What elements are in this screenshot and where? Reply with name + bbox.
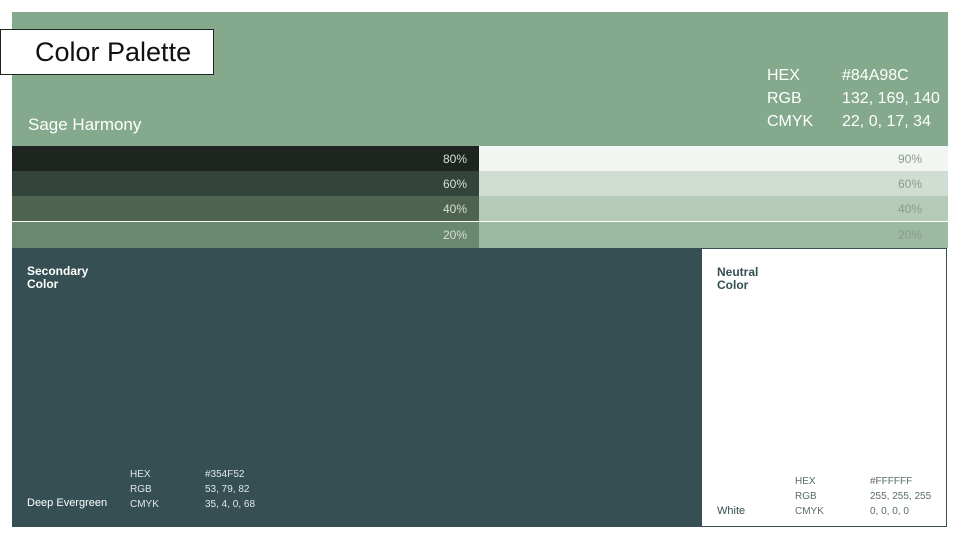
- secondary-cmyk-value: 35, 4, 0, 68: [205, 499, 256, 510]
- shade-swatch-60: 60%: [12, 171, 479, 196]
- page-title-box: Color Palette: [0, 29, 214, 75]
- tint-swatch-40: 40%: [479, 196, 948, 221]
- tint-label: 20%: [897, 228, 922, 242]
- neutral-heading: Neutral Color: [717, 266, 758, 292]
- secondary-heading-line1: Secondary: [27, 264, 89, 278]
- neutral-color-name: White: [717, 505, 746, 517]
- primary-cmyk-value: 22, 0, 17, 34: [842, 113, 931, 130]
- primary-hex-label: HEX: [767, 67, 800, 84]
- tint-label: 40%: [897, 201, 922, 216]
- primary-color-name: Sage Harmony: [28, 115, 142, 134]
- secondary-rgb-value: 53, 79, 82: [205, 484, 250, 495]
- neutral-cmyk-label: CMYK: [795, 506, 824, 517]
- primary-rgb-value: 132, 169, 140: [842, 90, 940, 107]
- neutral-cmyk-value: 0, 0, 0, 0: [870, 506, 909, 517]
- tint-label: 60%: [897, 176, 922, 191]
- tint-swatch-20: 20%: [479, 222, 948, 248]
- shade-swatch-20: 20%: [12, 222, 479, 248]
- neutral-heading-line2: Color: [717, 278, 749, 292]
- neutral-color-specs: HEX #FFFFFF RGB 255, 255, 255 CMYK 0, 0,…: [795, 476, 940, 518]
- primary-color-specs: HEX #84A98C RGB 132, 169, 140 CMYK 22, 0…: [767, 67, 952, 131]
- secondary-heading-line2: Color: [27, 277, 59, 291]
- neutral-heading-line1: Neutral: [717, 265, 759, 279]
- shade-swatch-40: 40%: [12, 196, 479, 221]
- secondary-hex-value: #354F52: [205, 469, 245, 480]
- shade-label: 60%: [442, 176, 467, 191]
- shade-label: 40%: [442, 201, 467, 216]
- neutral-hex-label: HEX: [795, 476, 816, 487]
- tint-swatch-60: 60%: [479, 171, 948, 196]
- primary-hex-value: #84A98C: [842, 67, 909, 84]
- neutral-hex-value: #FFFFFF: [870, 476, 913, 487]
- secondary-color-specs: HEX #354F52 RGB 53, 79, 82 CMYK 35, 4, 0…: [130, 469, 305, 511]
- secondary-color-block: Secondary Color Deep Evergreen HEX #354F…: [12, 248, 702, 527]
- secondary-cmyk-label: CMYK: [130, 499, 159, 510]
- tint-swatch-90: 90%: [479, 146, 948, 171]
- primary-cmyk-label: CMYK: [767, 113, 814, 130]
- shade-swatch-80: 80%: [12, 146, 479, 171]
- secondary-color-name: Deep Evergreen: [27, 497, 108, 509]
- secondary-hex-label: HEX: [130, 469, 151, 480]
- neutral-color-block: Neutral Color White HEX #FFFFFF RGB 255,…: [702, 248, 947, 527]
- primary-rgb-label: RGB: [767, 90, 802, 107]
- shade-label: 20%: [442, 228, 467, 242]
- neutral-rgb-label: RGB: [795, 491, 817, 502]
- page-title: Color Palette: [35, 36, 192, 67]
- secondary-rgb-label: RGB: [130, 484, 152, 495]
- shade-label: 80%: [442, 151, 467, 166]
- primary-color-block: Sage Harmony HEX #84A98C RGB 132, 169, 1…: [12, 12, 948, 146]
- neutral-rgb-value: 255, 255, 255: [870, 491, 932, 502]
- secondary-heading: Secondary Color: [27, 265, 88, 291]
- tint-label: 90%: [897, 151, 922, 166]
